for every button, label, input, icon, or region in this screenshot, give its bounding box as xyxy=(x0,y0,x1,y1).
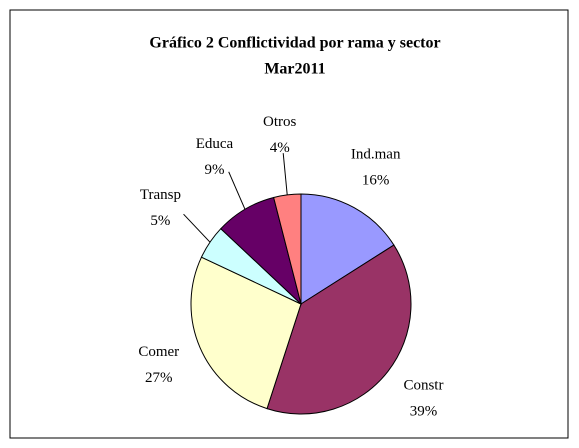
slice-value-label: 4% xyxy=(270,140,290,156)
chart-subtitle: Mar2011 xyxy=(264,61,325,78)
pie-slice xyxy=(190,256,302,410)
slice-value-label: 39% xyxy=(410,403,438,419)
slice-label: Ind.man xyxy=(351,147,401,163)
leader-line xyxy=(282,153,288,195)
leader-line xyxy=(228,171,246,210)
chart-title: Gráfico 2 Conflictividad por rama y sect… xyxy=(149,35,440,52)
slice-value-label: 16% xyxy=(362,173,390,189)
slice-value-label: 9% xyxy=(204,162,224,178)
slice-label: Transp xyxy=(140,187,181,203)
slice-label: Constr xyxy=(403,377,443,393)
pie-slice xyxy=(300,193,395,305)
slice-label: Educa xyxy=(196,136,234,152)
slice-label: Otros xyxy=(263,114,296,130)
pie-slice xyxy=(273,193,302,305)
leader-line xyxy=(183,213,211,243)
slice-label: Comer xyxy=(138,344,179,360)
slice-value-label: 5% xyxy=(150,213,170,229)
slice-value-label: 27% xyxy=(145,370,173,386)
pie-slice xyxy=(266,244,412,415)
